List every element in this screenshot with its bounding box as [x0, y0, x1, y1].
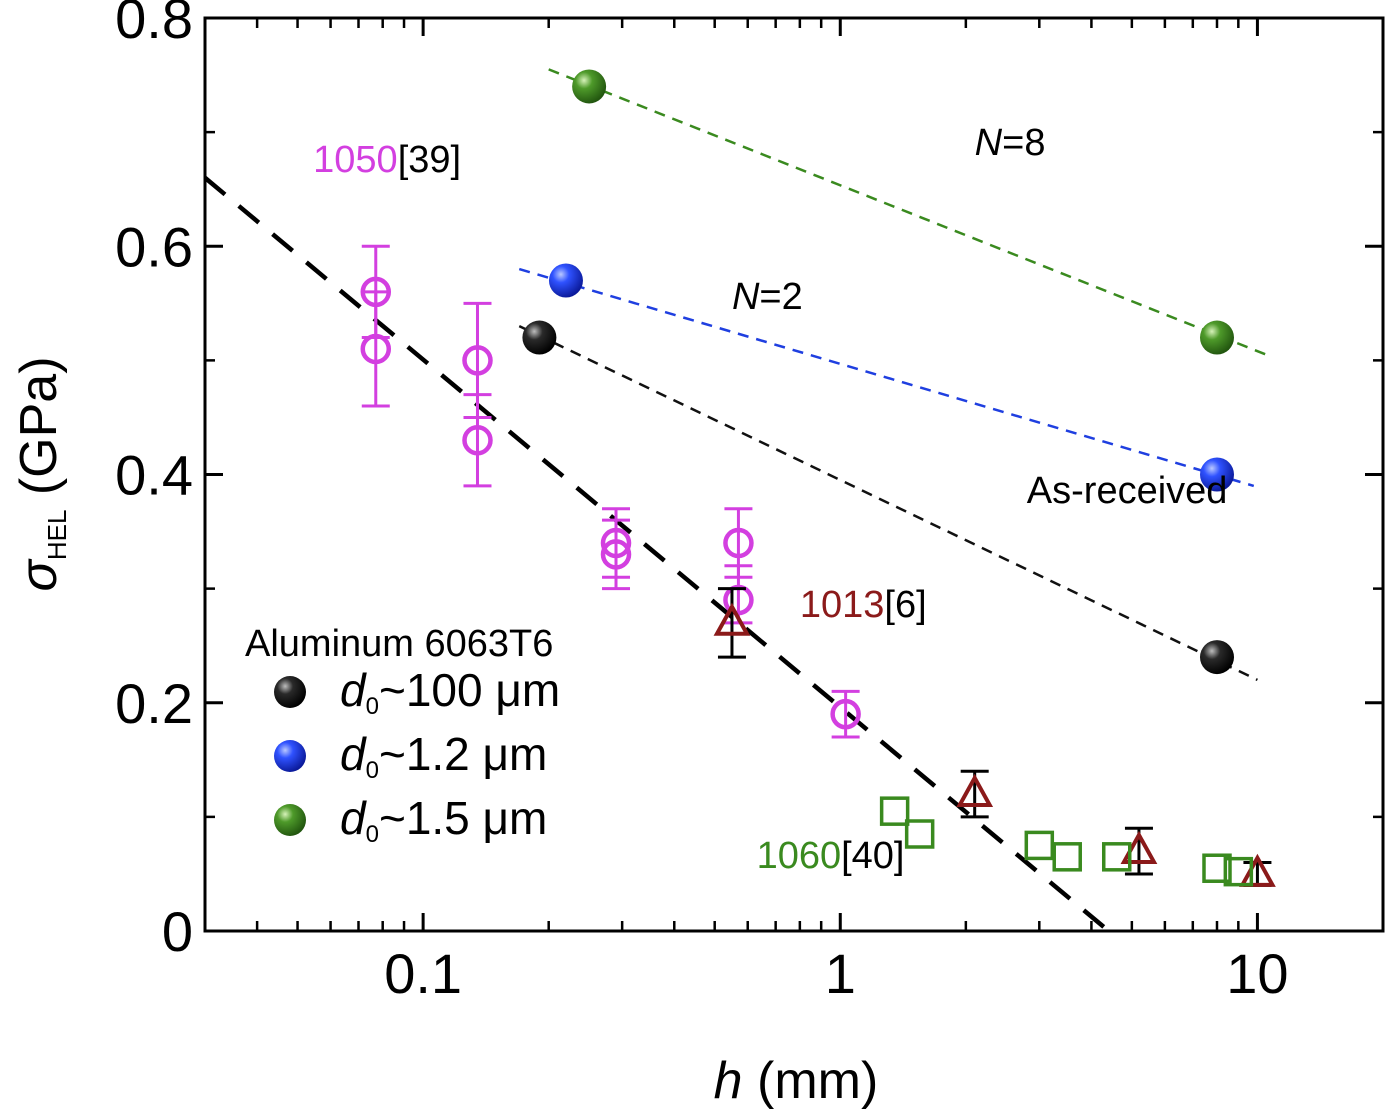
data-point — [572, 69, 607, 104]
data-point — [830, 698, 861, 730]
data-point — [1199, 457, 1234, 492]
data-point — [1024, 830, 1055, 861]
annotation-label: 1060[40] — [757, 835, 905, 877]
annotation-label: As-received — [1027, 470, 1228, 512]
data-point — [956, 773, 994, 807]
y-tick-label: 0 — [162, 900, 193, 963]
fit-line-0 — [518, 325, 1258, 682]
y-tick-label: 0.6 — [115, 215, 193, 278]
data-point — [1101, 842, 1132, 872]
x-tick-label: 10 — [1226, 942, 1288, 1005]
annotations: N=8 N=2 As-received 1050[39] 1013[6] 1060[40] — [313, 122, 1227, 877]
data-point — [904, 819, 935, 849]
annotation-label: 1013[6] — [800, 584, 927, 626]
data-point — [1199, 640, 1234, 675]
x-tick-label: 0.1 — [384, 942, 462, 1005]
data-point — [723, 584, 754, 616]
y-axis-label: σHEL (GPa) — [10, 356, 72, 591]
data-point — [360, 333, 392, 365]
data-point — [600, 539, 632, 570]
legend-label: d0~100 μm — [340, 664, 560, 720]
x-axis-label: h (mm) — [714, 1052, 879, 1110]
annotation-label: N=8 — [975, 122, 1046, 164]
legend-marker — [274, 676, 306, 708]
data-point — [723, 527, 754, 559]
y-tick-label: 0.8 — [115, 0, 193, 50]
data-point — [1052, 842, 1082, 872]
x-tick-label: 1 — [825, 942, 856, 1005]
data-point — [879, 796, 910, 826]
legend-marker — [274, 804, 306, 836]
y-tick-label: 0.2 — [115, 672, 193, 735]
y-tick-label: 0.4 — [115, 444, 193, 507]
legend-label: d0~1.2 μm — [340, 728, 547, 784]
fit-line-1 — [518, 267, 1255, 488]
data-point — [1223, 856, 1254, 887]
axis-labels: h (mm) σHEL (GPa) — [10, 356, 878, 1110]
data-marks — [360, 69, 1276, 887]
legend-marker — [274, 740, 306, 772]
annotation-label: 1050[39] — [313, 139, 461, 181]
data-point — [522, 320, 557, 355]
fit-line-2 — [548, 68, 1267, 356]
annotation-label: N=2 — [732, 276, 803, 318]
data-point — [1199, 320, 1234, 355]
legend-label: d0~1.5 μm — [340, 792, 547, 848]
data-point — [1202, 853, 1232, 883]
data-point — [462, 345, 493, 376]
data-point — [548, 263, 583, 298]
axes: 0 0.2 0.4 0.6 0.8 0.1 1 10 — [115, 0, 1385, 1005]
data-point — [713, 602, 751, 636]
data-point — [462, 425, 493, 456]
legend-title: Aluminum 6063T6 — [245, 623, 553, 665]
